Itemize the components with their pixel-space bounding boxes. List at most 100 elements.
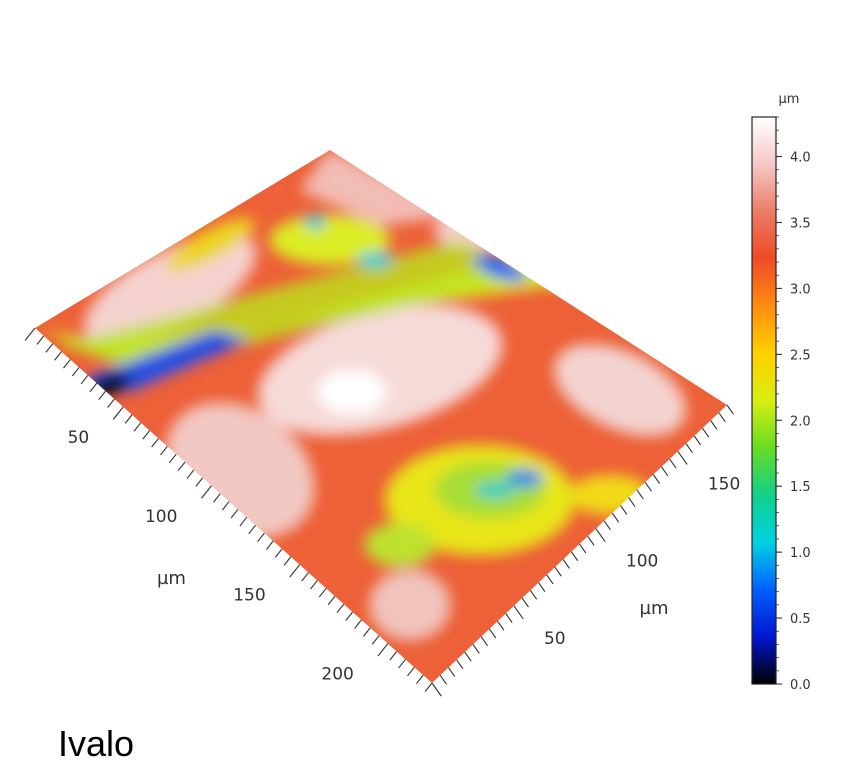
x-axis-tick: [345, 611, 354, 621]
y-axis-tick: [497, 620, 505, 631]
y-axis-tick: [718, 412, 726, 423]
x-axis-tick: [239, 516, 248, 527]
x-axis-tick: [124, 414, 133, 424]
y-axis-tick: [579, 543, 587, 554]
x-axis-tick: [310, 580, 318, 590]
y-axis-tick: [562, 559, 570, 569]
x-axis-tick: [63, 359, 71, 369]
x-tick-label: 50: [68, 428, 90, 448]
x-axis-tick: [186, 469, 195, 479]
x-axis-tick: [168, 453, 177, 464]
y-axis-tick: [505, 613, 513, 623]
y-axis-tick: [456, 659, 464, 670]
y-axis-tick: [538, 582, 546, 592]
y-axis-tick: [644, 481, 652, 492]
y-axis-tick: [710, 420, 718, 430]
y-axis-tick: [472, 644, 480, 654]
colorbar-tick-label: 2.5: [790, 348, 811, 363]
x-axis-tick: [98, 390, 107, 401]
y-tick-label: 150: [708, 474, 740, 494]
x-axis-tick: [289, 564, 301, 578]
y-axis-tick: [480, 636, 488, 647]
x-axis-tick: [195, 477, 204, 487]
x-axis-tick: [71, 367, 80, 377]
y-axis-tick: [554, 566, 562, 577]
y-axis-tick: [620, 505, 628, 515]
x-axis-tick: [80, 374, 89, 385]
x-axis-tick: [377, 643, 389, 657]
y-axis-tick: [431, 682, 442, 697]
y-axis-tick: [685, 443, 693, 453]
x-axis-tick: [407, 666, 415, 677]
x-tick-label: 150: [233, 586, 265, 606]
x-axis-tick: [177, 461, 186, 472]
y-axis-tick: [726, 404, 734, 415]
y-axis-tick: [636, 489, 644, 500]
x-axis-tick: [248, 524, 256, 535]
y-axis-tick: [701, 427, 710, 438]
x-axis-tick: [213, 493, 221, 503]
y-axis-tick: [595, 528, 606, 542]
x-axis-tick: [283, 556, 292, 566]
colorbar-unit-label: µm: [779, 92, 800, 107]
x-axis-tick: [371, 635, 380, 645]
x-axis-tick: [36, 335, 45, 345]
colorbar-tick-label: 4.0: [790, 151, 811, 166]
colorbar-tick-label: 2.0: [790, 414, 811, 429]
x-axis-tick: [362, 627, 371, 637]
y-axis-tick: [439, 674, 448, 685]
colorbar-tick-label: 3.5: [790, 216, 811, 231]
y-axis-tick: [611, 512, 620, 523]
y-axis-tick: [603, 520, 611, 531]
x-axis-tick: [107, 398, 115, 408]
x-axis-tick: [201, 485, 212, 499]
x-axis-tick: [54, 351, 62, 361]
x-axis-tick: [415, 674, 424, 685]
x-axis-tick: [230, 509, 239, 519]
x-axis-tick: [327, 595, 336, 606]
y-tick-label: 100: [626, 552, 658, 572]
colorbar-tick-label: 1.5: [790, 480, 811, 495]
y-axis-tick: [652, 474, 661, 484]
figure-caption: Ivalo: [58, 723, 135, 764]
x-axis-label: µm: [157, 568, 186, 589]
x-axis-tick: [398, 658, 406, 669]
x-axis-tick: [151, 438, 159, 448]
y-axis-tick: [464, 651, 472, 662]
x-tick-label: 0: [0, 349, 1, 369]
x-axis-tick: [142, 430, 151, 440]
colorbar-gradient: [751, 116, 777, 685]
x-tick-label: 100: [145, 507, 177, 527]
x-axis-tick: [274, 548, 283, 558]
colorbar: 0.0 0.5 1.0 1.5 2.0 2.5 3.0 3.5 4.0 µm: [751, 92, 811, 693]
x-axis-tick: [257, 532, 265, 543]
x-axis-tick: [133, 422, 142, 432]
x-axis-tick: [318, 587, 327, 598]
x-axis-tick: [354, 619, 362, 629]
y-axis-tick: [546, 574, 554, 585]
y-axis-tick: [529, 590, 538, 600]
y-axis-label: µm: [640, 598, 669, 619]
y-axis-tick: [693, 435, 702, 446]
y-axis-tick: [587, 535, 595, 546]
y-axis-tick: [677, 451, 688, 465]
axes: 0 50 100 150 200 µm 50 100 150 µm: [0, 327, 740, 697]
y-tick-label: 50: [544, 629, 566, 649]
x-axis-tick: [160, 445, 168, 456]
x-axis-tick: [389, 651, 398, 661]
y-axis-tick: [570, 551, 579, 562]
colorbar-tick-label: 1.0: [790, 546, 811, 561]
x-tick-label: 200: [321, 665, 353, 685]
y-axis-tick: [628, 497, 636, 508]
y-axis-tick: [513, 605, 524, 620]
x-axis-tick: [265, 540, 274, 550]
colorbar-tick-label: 3.0: [790, 282, 811, 297]
y-axis-tick: [521, 597, 529, 608]
y-axis-tick: [488, 628, 497, 639]
x-axis-tick: [221, 501, 230, 511]
x-axis-tick: [45, 343, 54, 353]
x-axis-tick: [112, 406, 124, 420]
x-axis-tick: [24, 327, 36, 341]
y-axis-tick: [660, 466, 669, 477]
